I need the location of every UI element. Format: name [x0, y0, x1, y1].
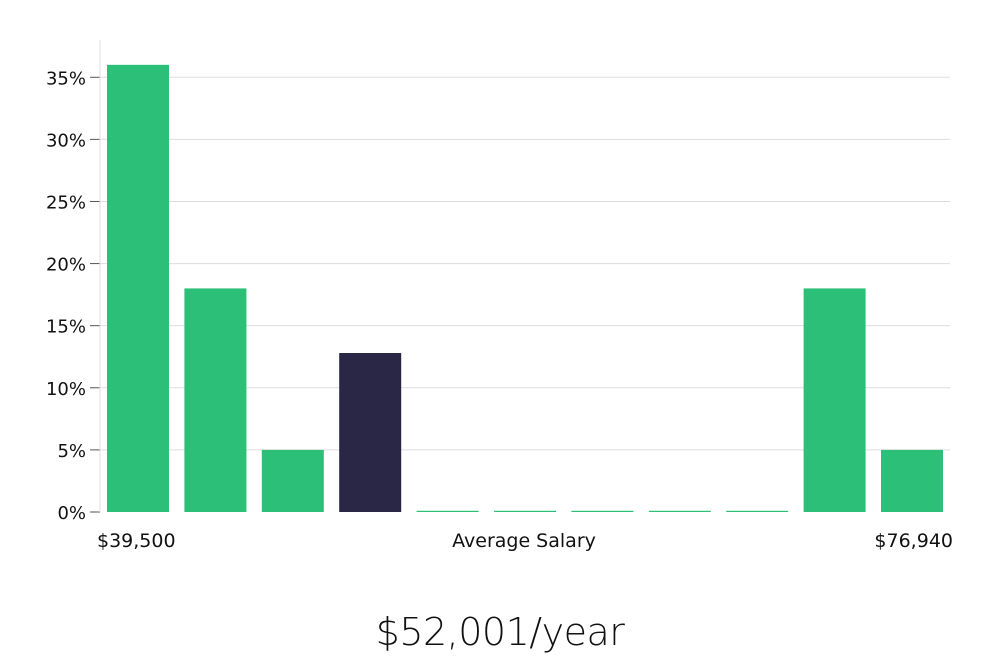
bar: [648, 510, 711, 512]
bar-highlighted: [339, 353, 402, 512]
bar: [107, 64, 169, 512]
y-tick-label: 20%: [46, 255, 86, 276]
y-tick-label: 5%: [57, 441, 86, 462]
x-min-label: $39,500: [97, 530, 176, 552]
y-tick-label: 35%: [46, 68, 86, 89]
y-tick-label: 10%: [46, 379, 86, 400]
y-tick-label: 30%: [46, 130, 86, 151]
salary-histogram: 0% 5% 10% 15% 20% 25% 30% 35% $39,500 Average S…: [46, 40, 953, 552]
y-axis-ticks: 0% 5% 10% 15% 20% 25% 30% 35%: [46, 68, 100, 524]
bar: [494, 510, 556, 512]
bar: [803, 288, 866, 512]
bar: [261, 449, 324, 512]
bar: [726, 510, 789, 512]
bar: [184, 288, 247, 512]
y-tick-label: 15%: [46, 317, 86, 338]
x-axis-title: Average Salary: [452, 530, 596, 552]
average-salary-value: $52,001/year: [375, 610, 625, 654]
bar: [571, 510, 634, 512]
bar: [416, 510, 479, 512]
x-max-label: $76,940: [874, 530, 953, 552]
y-tick-label: 25%: [46, 192, 86, 213]
bars: [107, 64, 943, 512]
bar: [881, 449, 943, 512]
y-tick-label: 0%: [57, 503, 86, 524]
